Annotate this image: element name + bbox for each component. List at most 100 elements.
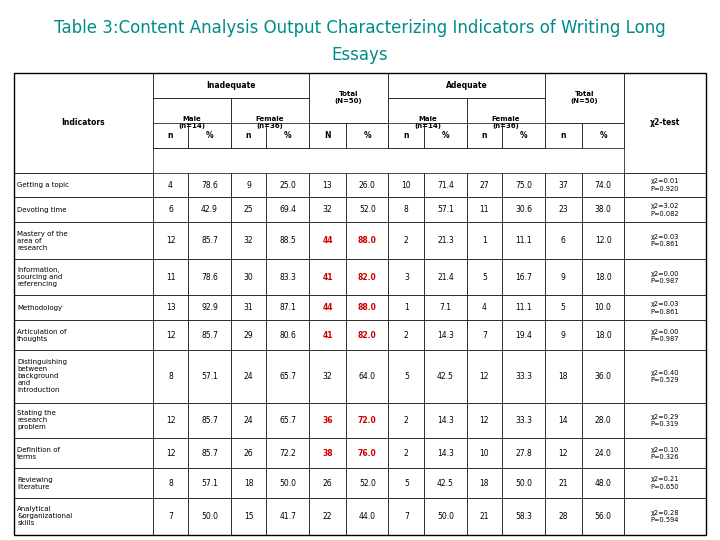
Bar bbox=[424, 438, 467, 468]
Bar bbox=[544, 222, 582, 259]
Text: 48.0: 48.0 bbox=[595, 478, 611, 488]
Bar bbox=[467, 438, 503, 468]
Text: χ2-test: χ2-test bbox=[649, 118, 680, 127]
Text: 9: 9 bbox=[561, 331, 566, 340]
Text: 21.3: 21.3 bbox=[437, 236, 454, 245]
Text: 10.0: 10.0 bbox=[595, 303, 611, 313]
Text: Total
(N=50): Total (N=50) bbox=[335, 91, 362, 104]
Text: χ2=0.28
P=0.594: χ2=0.28 P=0.594 bbox=[651, 510, 679, 523]
Bar bbox=[544, 73, 624, 123]
Text: n: n bbox=[561, 131, 566, 140]
Text: 12: 12 bbox=[480, 372, 489, 381]
Bar bbox=[346, 222, 389, 259]
Bar bbox=[582, 259, 624, 295]
Text: Devoting time: Devoting time bbox=[17, 207, 67, 213]
Text: 33.3: 33.3 bbox=[515, 416, 532, 425]
Bar bbox=[467, 498, 503, 535]
Bar bbox=[14, 198, 153, 222]
Text: Essays: Essays bbox=[332, 46, 388, 64]
Text: Adequate: Adequate bbox=[446, 81, 487, 90]
Text: Table 3:Content Analysis Output Characterizing Indicators of Writing Long: Table 3:Content Analysis Output Characte… bbox=[54, 19, 666, 37]
Bar bbox=[153, 98, 230, 147]
Text: 21.4: 21.4 bbox=[437, 273, 454, 282]
Bar bbox=[467, 468, 503, 498]
Bar bbox=[309, 402, 346, 438]
Bar bbox=[624, 468, 706, 498]
Bar bbox=[582, 198, 624, 222]
Text: 56.0: 56.0 bbox=[595, 512, 611, 521]
Text: 18.0: 18.0 bbox=[595, 331, 611, 340]
Text: 6: 6 bbox=[561, 236, 566, 245]
Bar bbox=[153, 468, 189, 498]
Bar bbox=[424, 295, 467, 320]
Text: 52.0: 52.0 bbox=[359, 478, 376, 488]
Text: 44: 44 bbox=[323, 236, 333, 245]
Text: Articulation of
thoughts: Articulation of thoughts bbox=[17, 329, 67, 342]
Text: 19.4: 19.4 bbox=[515, 331, 532, 340]
Bar bbox=[624, 350, 706, 402]
Bar bbox=[346, 468, 389, 498]
Text: 58.3: 58.3 bbox=[515, 512, 532, 521]
Text: 7: 7 bbox=[168, 512, 173, 521]
Text: 24: 24 bbox=[244, 416, 253, 425]
Text: 8: 8 bbox=[168, 478, 173, 488]
Bar bbox=[389, 123, 424, 147]
Text: Getting a topic: Getting a topic bbox=[17, 182, 69, 188]
Text: 13: 13 bbox=[166, 303, 176, 313]
Text: 72.2: 72.2 bbox=[279, 449, 296, 458]
Bar bbox=[544, 259, 582, 295]
Bar bbox=[503, 320, 544, 350]
Text: 15: 15 bbox=[244, 512, 253, 521]
Bar bbox=[309, 173, 346, 198]
Text: 44: 44 bbox=[323, 303, 333, 313]
Bar bbox=[230, 98, 309, 147]
Bar bbox=[189, 320, 230, 350]
Text: 75.0: 75.0 bbox=[515, 180, 532, 190]
Text: n: n bbox=[246, 131, 251, 140]
Text: 72.0: 72.0 bbox=[358, 416, 377, 425]
Bar bbox=[189, 468, 230, 498]
Bar bbox=[189, 402, 230, 438]
Bar bbox=[266, 402, 309, 438]
Bar bbox=[424, 468, 467, 498]
Bar bbox=[389, 98, 467, 147]
Bar bbox=[346, 498, 389, 535]
Text: N: N bbox=[324, 131, 330, 140]
Text: 5: 5 bbox=[561, 303, 566, 313]
Text: Reviewing
literature: Reviewing literature bbox=[17, 477, 53, 490]
Bar bbox=[189, 438, 230, 468]
Bar bbox=[582, 468, 624, 498]
Bar bbox=[14, 295, 153, 320]
Bar bbox=[582, 350, 624, 402]
Text: 36: 36 bbox=[323, 416, 333, 425]
Text: 9: 9 bbox=[561, 273, 566, 282]
Bar bbox=[582, 295, 624, 320]
Text: 9: 9 bbox=[246, 180, 251, 190]
Bar bbox=[309, 259, 346, 295]
Text: 5: 5 bbox=[482, 273, 487, 282]
Text: 69.4: 69.4 bbox=[279, 205, 296, 214]
Bar bbox=[309, 320, 346, 350]
Bar bbox=[467, 173, 503, 198]
Bar bbox=[14, 173, 153, 198]
Bar bbox=[424, 173, 467, 198]
Bar bbox=[389, 73, 544, 98]
Text: %: % bbox=[206, 131, 213, 140]
Bar bbox=[582, 222, 624, 259]
Bar bbox=[389, 320, 424, 350]
Bar bbox=[503, 468, 544, 498]
Bar bbox=[346, 123, 389, 147]
Text: %: % bbox=[599, 131, 607, 140]
Text: χ2=0.10
P=0.326: χ2=0.10 P=0.326 bbox=[651, 447, 679, 460]
Bar bbox=[309, 498, 346, 535]
Text: %: % bbox=[520, 131, 527, 140]
Bar bbox=[389, 198, 424, 222]
Text: Female
(n=36): Female (n=36) bbox=[256, 116, 284, 130]
Bar bbox=[624, 259, 706, 295]
Text: 23: 23 bbox=[559, 205, 568, 214]
Bar bbox=[266, 468, 309, 498]
Bar bbox=[266, 198, 309, 222]
Text: Stating the
research
problem: Stating the research problem bbox=[17, 410, 56, 430]
Bar bbox=[153, 295, 189, 320]
Text: 32: 32 bbox=[323, 205, 333, 214]
